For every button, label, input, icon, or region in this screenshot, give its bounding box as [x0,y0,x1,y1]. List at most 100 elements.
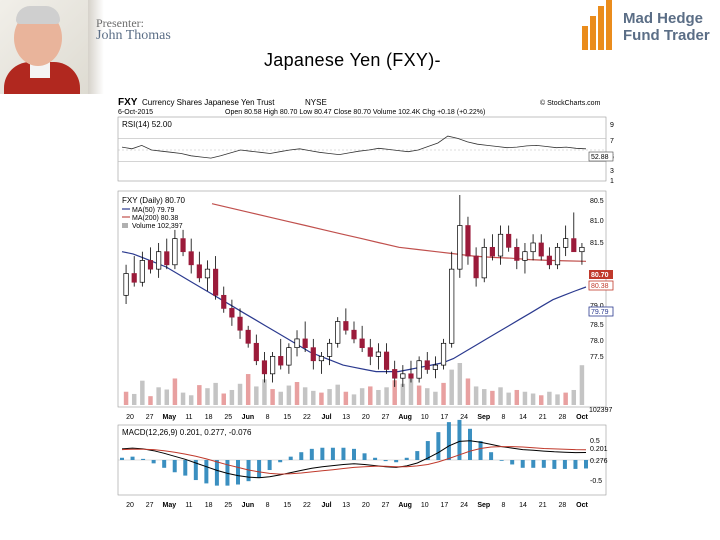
exchange-label: NYSE [305,98,327,107]
candlestick [164,251,170,266]
x-tick-label: 20 [362,502,370,509]
volume-bar [180,392,186,405]
x-tick-label: 11 [185,502,192,509]
candlestick [326,342,333,357]
volume-bar [400,383,406,405]
candlestick [554,246,561,266]
security-name: Currency Shares Japanese Yen Trust [142,98,275,107]
candlestick [213,268,219,296]
legend-volume: Volume 102,397 [132,223,183,230]
x-axis-bottom: 20 27 May 11 18 25 Jun 8 15 22 Jul 13 20 27 Aug 10 17 24 S… [126,502,588,509]
macd-histogram-bar [320,447,325,460]
candlestick [302,338,308,349]
volume-bar [359,388,365,405]
volume-bar [571,389,577,405]
rsi-axis: 90 70 50 30 10 52.88 [588,122,618,185]
macd-tick-label: 0.276 [590,458,608,465]
macd-histogram-bar [457,419,462,460]
x-tick-label: 28 [558,414,566,421]
macd-histogram-bar [352,448,356,460]
chart-svg: FXY Currency Shares Japanese Yen Trust N… [82,95,618,515]
volume-bar [392,380,397,405]
macd-histogram-bar [499,460,504,461]
candlestick [530,242,536,253]
macd-histogram-bar [404,457,409,460]
candlestick [497,233,504,257]
x-tick-label: 8 [266,502,270,509]
candlestick [318,356,325,362]
x-tick-label: 20 [362,414,370,421]
volume-bar [482,389,487,405]
macd-tick-label: 0.5 [590,438,600,445]
rsi-tick-label: 50 [610,154,614,161]
macd-histogram-bar [172,460,177,473]
x-tick-label: 8 [501,502,505,509]
candlestick [131,273,137,283]
volume-bar [172,378,178,405]
macd-histogram-bar [183,460,188,476]
rsi-tick-label: 10 [610,178,614,185]
volume-bar [229,389,235,405]
volume-bar [384,387,389,405]
price-tick-label: 80.5 [590,198,604,205]
volume-bar [286,385,292,405]
x-tick-label: Jul [321,414,331,421]
candlestick [514,246,520,261]
rsi-panel [117,116,607,182]
macd-histogram-bar [562,460,567,469]
candlestick [261,360,268,375]
candlestick [253,342,259,362]
rsi-value-tag [588,151,614,162]
candlestick [270,356,276,375]
volume-bar [408,377,414,405]
volume-bar [294,382,300,405]
logo-bar [606,0,612,50]
legend-main: FXY (Daily) 80.70 [122,196,186,205]
candlestick [522,251,528,261]
macd-histogram-bar [541,460,546,468]
x-tick-label: Aug [398,502,412,509]
x-tick-label: Sep [477,414,490,421]
volume-bar [197,385,202,405]
volume-bar [538,395,544,405]
candlestick [571,238,577,253]
x-tick-label: 27 [146,414,154,421]
presenter-photo [0,0,89,94]
candlestick [180,238,186,253]
volume-bar [221,393,226,405]
volume-bar [457,363,463,405]
volume-bar [547,391,552,405]
logo-bar [598,6,604,50]
price-tick-label: 81.0 [590,218,604,225]
page-curl [88,0,104,94]
x-tick-label: Sep [477,502,490,509]
macd-histogram-bar [425,441,430,460]
brand-line1: Mad Hedge [623,10,704,27]
candlestick [278,356,284,366]
volume-bar [498,387,503,405]
macd-histogram-bar [214,460,219,486]
candlestick [383,351,390,370]
rsi-value: 52.88 [591,154,609,161]
x-tick-label: 15 [283,414,291,421]
ma50-line [121,251,587,373]
macd-histogram-bar [383,460,388,462]
macd-series [118,419,606,486]
volume-bar [237,383,243,405]
candlestick [343,321,349,331]
x-tick-label: 20 [126,414,134,421]
volume-bar [148,396,153,405]
rsi-label: RSI(14) 52.00 [122,120,172,129]
legend-volume-swatch [122,223,128,228]
volume-bar [327,389,332,405]
macd-line [121,440,587,479]
candlestick [335,321,341,344]
candlestick [221,294,227,309]
candlestick [310,347,316,362]
volume-bar [319,392,324,405]
price-tick-label: 79.0 [590,303,604,310]
page-title: Japanese Yen (FXY)- [264,50,441,70]
presenter-label: Presenter: [96,16,144,30]
volume-bar [465,378,471,405]
macd-histogram-bar [584,460,588,469]
